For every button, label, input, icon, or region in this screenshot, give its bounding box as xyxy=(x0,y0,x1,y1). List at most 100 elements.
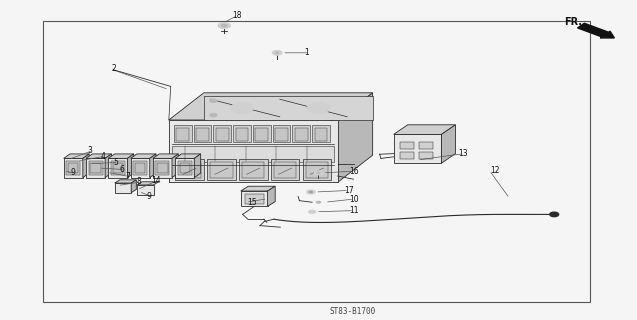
Polygon shape xyxy=(175,158,194,178)
Text: 6: 6 xyxy=(120,165,125,174)
Polygon shape xyxy=(153,154,178,158)
Circle shape xyxy=(308,210,316,214)
Circle shape xyxy=(309,191,313,193)
Polygon shape xyxy=(169,93,373,120)
Circle shape xyxy=(306,190,315,194)
Bar xyxy=(43,21,590,302)
Bar xyxy=(292,125,310,142)
Bar xyxy=(113,163,123,173)
Bar xyxy=(306,162,328,178)
Bar xyxy=(66,161,80,175)
Bar xyxy=(157,163,168,173)
Polygon shape xyxy=(394,125,455,134)
Bar xyxy=(419,142,433,149)
Polygon shape xyxy=(131,180,136,193)
Circle shape xyxy=(275,52,279,54)
Circle shape xyxy=(550,212,559,217)
Bar xyxy=(400,142,414,149)
Polygon shape xyxy=(115,180,136,183)
Bar xyxy=(236,128,248,140)
Bar xyxy=(175,159,204,180)
Polygon shape xyxy=(338,93,373,182)
Polygon shape xyxy=(137,185,154,195)
Polygon shape xyxy=(394,134,441,163)
Bar xyxy=(90,163,101,173)
Bar xyxy=(207,159,236,180)
Polygon shape xyxy=(105,154,111,178)
Polygon shape xyxy=(86,154,111,158)
Text: 16: 16 xyxy=(349,167,359,176)
Polygon shape xyxy=(131,158,150,178)
Polygon shape xyxy=(115,183,131,193)
Circle shape xyxy=(272,50,282,55)
Polygon shape xyxy=(172,154,178,178)
Bar xyxy=(315,128,327,140)
Polygon shape xyxy=(150,154,156,178)
Text: 1: 1 xyxy=(304,48,309,57)
Bar xyxy=(400,152,414,159)
Bar xyxy=(169,120,338,182)
Text: ST83-B1700: ST83-B1700 xyxy=(330,308,376,316)
Bar xyxy=(194,125,211,142)
Bar xyxy=(271,159,299,180)
Bar xyxy=(213,125,231,142)
Text: 17: 17 xyxy=(344,186,354,195)
Polygon shape xyxy=(108,158,127,178)
Bar xyxy=(135,163,145,173)
Polygon shape xyxy=(86,158,105,178)
Text: 13: 13 xyxy=(459,149,468,158)
Bar xyxy=(255,128,268,140)
Bar xyxy=(174,125,192,142)
Text: 2: 2 xyxy=(111,64,116,73)
Text: 15: 15 xyxy=(247,198,257,207)
Text: 8: 8 xyxy=(137,177,141,186)
Text: 12: 12 xyxy=(490,166,500,175)
Text: 9: 9 xyxy=(70,168,75,177)
Text: 11: 11 xyxy=(349,206,359,215)
Bar xyxy=(89,161,103,175)
Circle shape xyxy=(218,22,231,29)
Polygon shape xyxy=(64,154,89,158)
Bar xyxy=(172,146,334,162)
Polygon shape xyxy=(153,158,172,178)
Bar xyxy=(176,128,189,140)
Bar xyxy=(419,152,433,159)
Bar xyxy=(178,162,201,178)
Bar xyxy=(273,125,290,142)
Text: 7: 7 xyxy=(125,172,130,181)
Bar xyxy=(180,163,190,173)
Bar xyxy=(178,161,192,175)
Text: 14: 14 xyxy=(152,176,161,185)
Bar xyxy=(239,159,268,180)
Bar xyxy=(204,96,373,120)
Bar xyxy=(253,125,271,142)
Circle shape xyxy=(231,102,254,114)
Bar xyxy=(133,161,147,175)
Text: 4: 4 xyxy=(101,152,106,161)
Bar xyxy=(295,128,308,140)
Polygon shape xyxy=(131,154,156,158)
Circle shape xyxy=(210,99,217,103)
Text: 9: 9 xyxy=(147,192,152,201)
Bar xyxy=(111,161,125,175)
Polygon shape xyxy=(175,154,201,158)
Circle shape xyxy=(307,102,330,114)
Polygon shape xyxy=(194,154,201,178)
Polygon shape xyxy=(108,154,134,158)
Polygon shape xyxy=(64,158,83,178)
Bar xyxy=(68,163,78,173)
Circle shape xyxy=(317,172,320,174)
Text: 18: 18 xyxy=(233,11,242,20)
Bar xyxy=(233,125,251,142)
Circle shape xyxy=(314,171,323,175)
Bar xyxy=(312,125,330,142)
Polygon shape xyxy=(137,182,159,185)
Text: 5: 5 xyxy=(113,158,118,167)
Bar xyxy=(242,162,264,178)
Polygon shape xyxy=(83,154,89,178)
Circle shape xyxy=(210,113,217,117)
Bar xyxy=(196,128,209,140)
Polygon shape xyxy=(241,186,275,191)
Text: 3: 3 xyxy=(88,146,93,155)
Bar xyxy=(216,128,229,140)
